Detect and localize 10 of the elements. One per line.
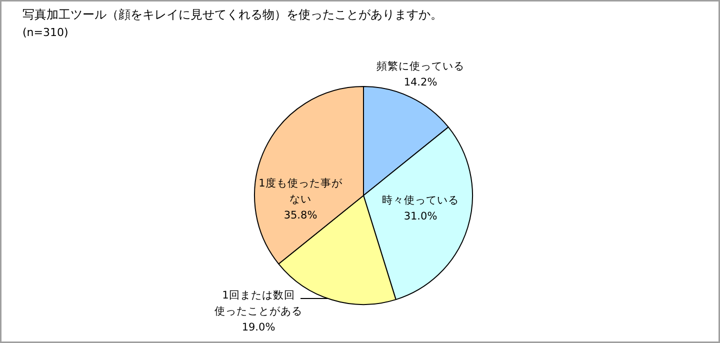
text: (n=310): [22, 26, 68, 39]
slice-label: 1度も使った事がない: [258, 176, 344, 206]
chart-title: 写真加工ツール（顔をキレイに見せてくれる物）を使ったことがありますか。: [22, 8, 442, 22]
slice-label: 1回または数回使ったことがある: [214, 290, 302, 318]
data-label: 31.0%: [404, 210, 438, 222]
slice-label: 頻繁に使っている: [376, 60, 464, 72]
data-label: 14.2%: [404, 76, 438, 88]
slice-label: 時々使っている: [382, 194, 459, 206]
data-label: 19.0%: [242, 322, 276, 334]
data-label: 35.8%: [284, 210, 318, 222]
